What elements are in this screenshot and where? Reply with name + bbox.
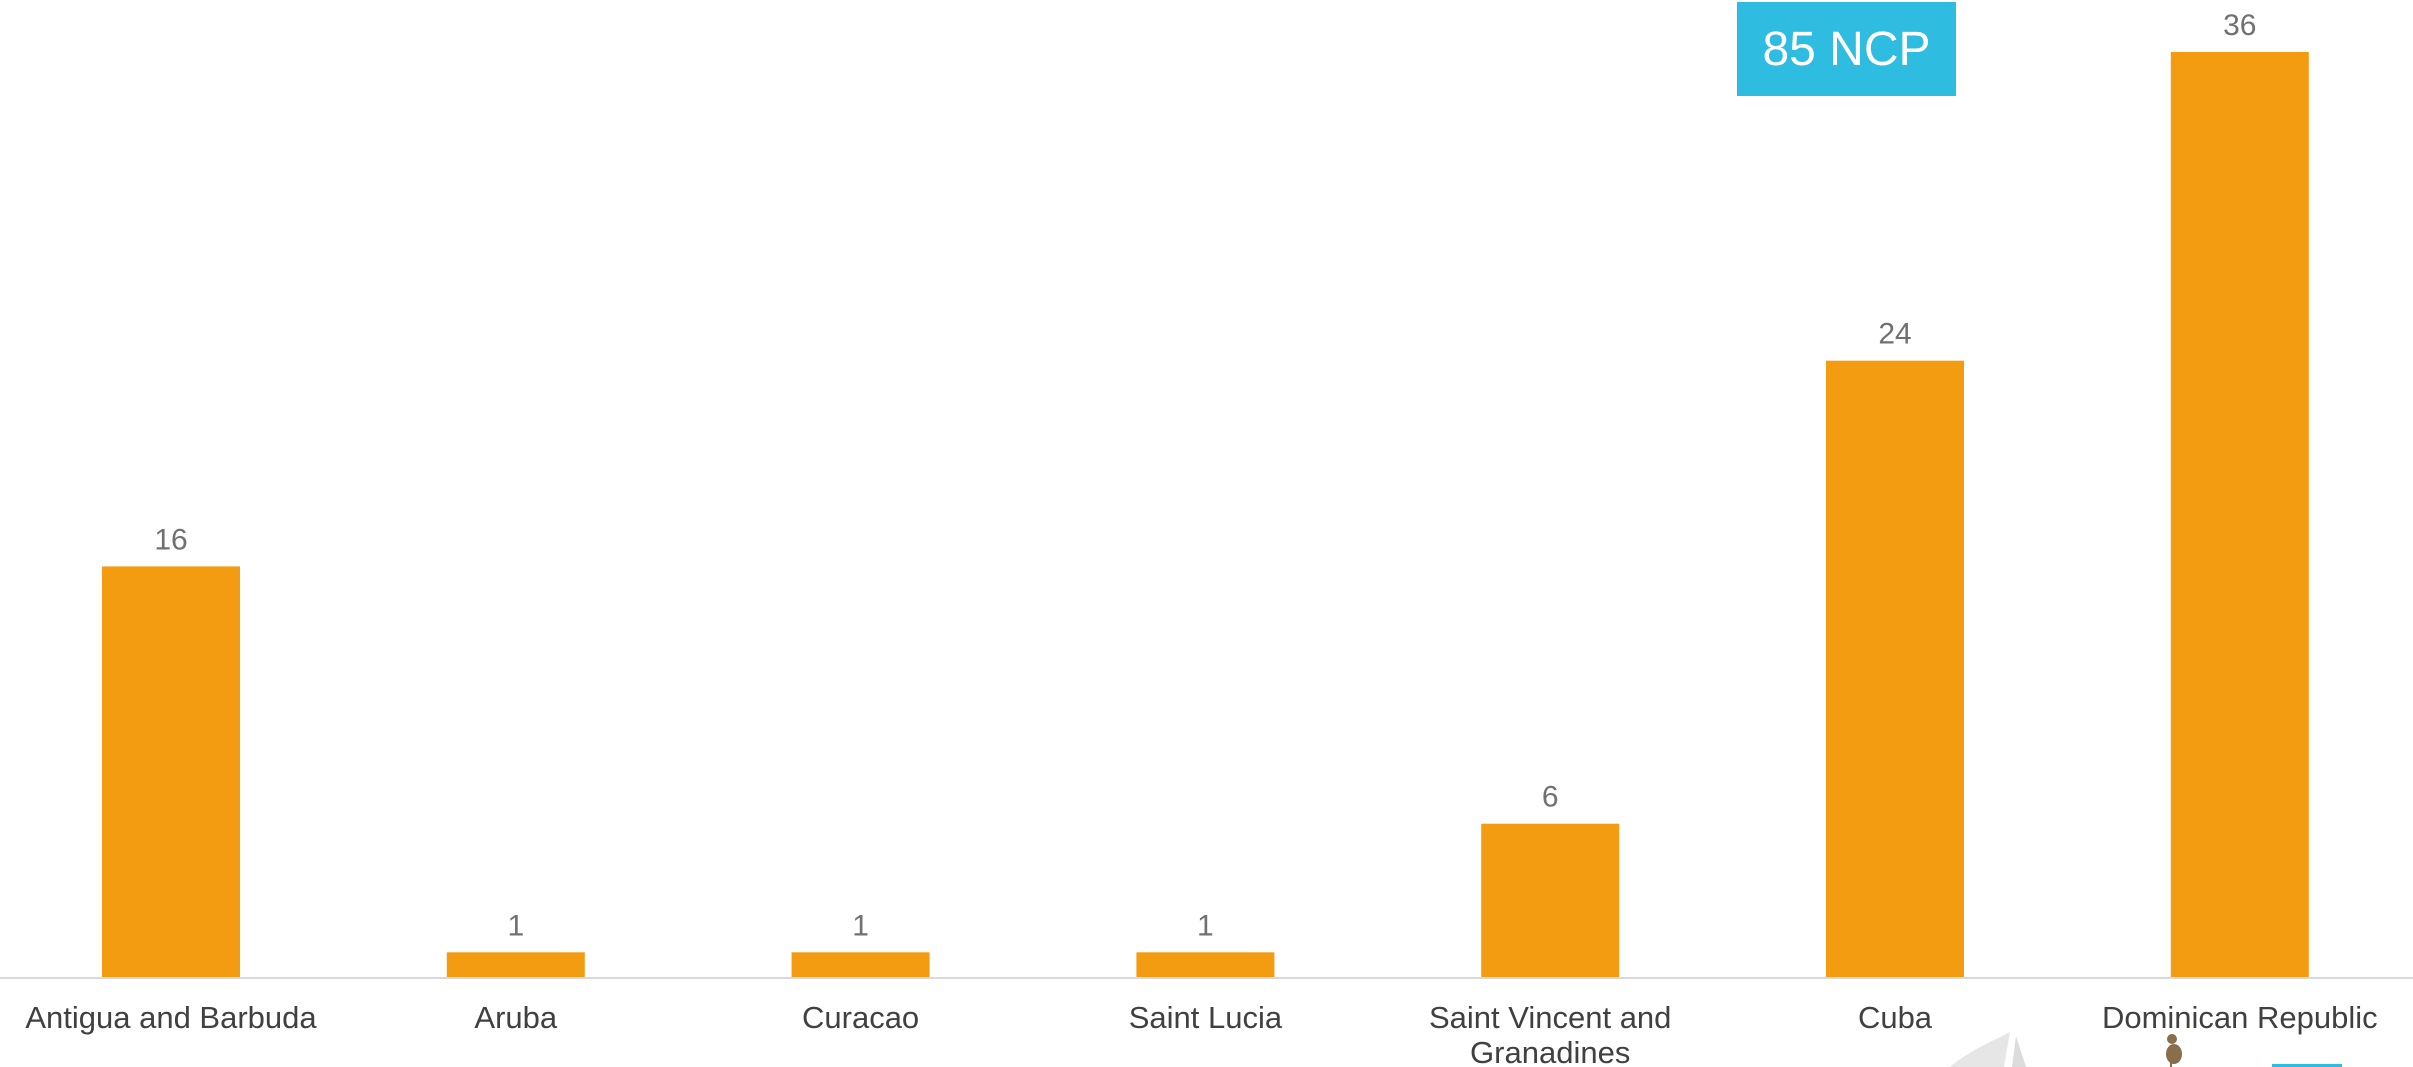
- data-label: 1: [852, 909, 869, 942]
- x-tick-label: Antigua and Barbuda: [25, 1000, 317, 1035]
- bar: [446, 952, 585, 978]
- x-tick-label-line: Curacao: [802, 1000, 919, 1035]
- data-label: 24: [1878, 318, 1911, 351]
- bars-layer: [102, 52, 2309, 978]
- x-tick-label-line: Saint Vincent and: [1429, 1000, 1671, 1035]
- bar: [1136, 952, 1275, 978]
- x-tick-label-line: Saint Lucia: [1129, 1000, 1283, 1035]
- total-badge: 85 NCP: [1737, 2, 1956, 96]
- x-tick-label-line: Cuba: [1858, 1000, 1933, 1035]
- x-tick-label: Curacao: [802, 1000, 919, 1035]
- data-label: 6: [1542, 781, 1559, 814]
- bar: [791, 952, 930, 978]
- x-tick-label-line: Aruba: [474, 1000, 557, 1035]
- x-tick-labels: Antigua and Barbuda Aruba Curacao Saint Luc…: [25, 1000, 2377, 1067]
- bar: [102, 566, 240, 978]
- logo: [1900, 1030, 2413, 1067]
- data-label: 1: [1197, 909, 1214, 942]
- x-tick-label: Aruba: [474, 1000, 557, 1035]
- bird-logo-icon: [1950, 1032, 2342, 1067]
- bar: [1481, 823, 1620, 978]
- x-tick-label-line: Antigua and Barbuda: [25, 1000, 317, 1035]
- bar: [2170, 52, 2309, 978]
- data-label: 36: [2223, 9, 2256, 42]
- x-tick-label: Cuba: [1858, 1000, 1933, 1035]
- x-tick-label-line: Granadines: [1470, 1035, 1630, 1067]
- x-tick-label: Saint Vincent and Granadines: [1429, 1000, 1671, 1067]
- x-tick-label: Saint Lucia: [1129, 1000, 1283, 1035]
- bar: [1826, 360, 1964, 978]
- data-label: 16: [154, 523, 187, 556]
- data-label: 1: [507, 909, 524, 942]
- x-tick-label-line: Dominican Republic: [2102, 1000, 2378, 1035]
- x-tick-label: Dominican Republic: [2102, 1000, 2378, 1035]
